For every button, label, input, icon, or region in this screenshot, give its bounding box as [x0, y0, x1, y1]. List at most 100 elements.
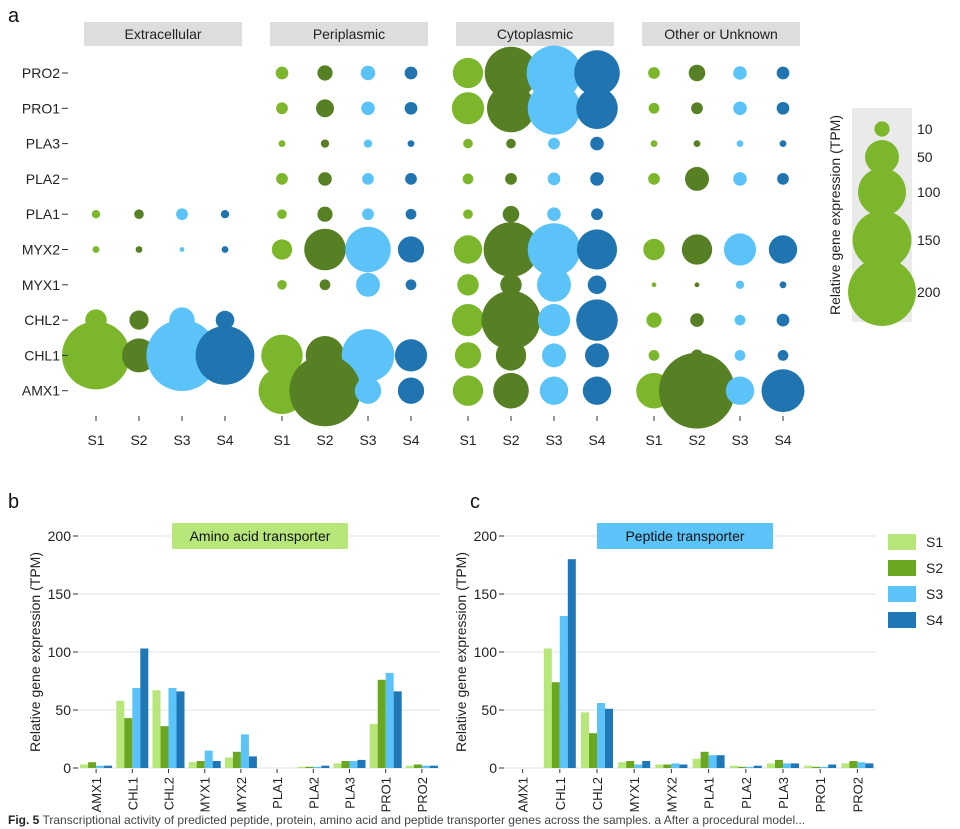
bubble-PRO2-S2 — [317, 65, 333, 81]
bubble-AMX1-S1 — [452, 375, 484, 406]
bubble-PLA2-S3 — [733, 172, 747, 186]
bubble-PLA2-S1 — [648, 173, 660, 185]
legend-swatch-S4 — [888, 612, 916, 628]
figure-caption: Fig. 5 Transcriptional activity of predi… — [0, 813, 960, 829]
bar-MYX2-S2 — [663, 764, 672, 768]
bubble-CHL1-S1 — [648, 350, 660, 361]
x-tick-label-PRO1: PRO1 — [379, 777, 394, 812]
bubble-PRO1-S1 — [648, 102, 660, 114]
bubble-PLA2-S1 — [276, 173, 288, 185]
bar-PLA3-S2 — [775, 759, 783, 768]
bar-AMX1-S4 — [104, 765, 113, 768]
bar-PLA2-S3 — [313, 766, 322, 768]
bubble-MYX1-S2 — [319, 279, 331, 291]
bar-PLA2-S1 — [297, 766, 306, 768]
bubble-AMX1-S3 — [539, 376, 569, 405]
bubble-MYX1-S1 — [651, 282, 657, 288]
bubble-CHL1-S4 — [195, 326, 255, 385]
bar-PRO1-S2 — [812, 766, 821, 768]
bubble-CHL1-S1 — [261, 334, 303, 377]
size-legend-bubble-100 — [858, 168, 906, 216]
bubble-MYX2-S3 — [345, 226, 391, 273]
bar-PLA2-S1 — [729, 765, 738, 768]
bubble-PLA3-S3 — [548, 137, 560, 150]
bubble-MYX1-S4 — [587, 275, 607, 295]
y-axis-label-b: Relative gene expression (TPM) — [27, 552, 43, 752]
bubble-CHL2-S4 — [215, 310, 235, 330]
bar-PRO1-S1 — [804, 765, 813, 768]
x-tick-label-CHL2: CHL2 — [162, 777, 177, 810]
bar-PLA2-S2 — [305, 766, 314, 768]
bar-PLA3-S4 — [357, 759, 366, 768]
x-tick-label-PLA2: PLA2 — [739, 777, 754, 809]
bubble-PRO2-S2 — [688, 64, 706, 82]
bar-MYX1-S4 — [642, 761, 651, 768]
bubble-MYX2-S4 — [221, 246, 229, 253]
bubble-CHL2-S4 — [776, 313, 790, 327]
panel-b-amino-acid-bar-chart: b 0 50 100 150 200 Relative gene expression (T… — [8, 491, 440, 812]
x-tick-label-S3: S3 — [731, 432, 748, 448]
row-label-PLA2: PLA2 — [26, 171, 60, 187]
panel-a-bubble-chart: a Extracellular S1 S2 S3 S4 Periplasmic S1 S2 S3 S… — [8, 5, 941, 448]
x-tick-label-S2: S2 — [688, 432, 705, 448]
bubble-MYX2-S2 — [681, 234, 713, 265]
bubble-MYX2-S2 — [135, 246, 143, 253]
x-tick-label-PRO2: PRO2 — [850, 777, 865, 812]
facet-strip-1 — [84, 22, 242, 46]
x-tick-label-S2: S2 — [502, 432, 519, 448]
bar-MYX1-S2 — [196, 761, 205, 768]
bar-PLA2-S2 — [737, 766, 746, 768]
legend-swatch-S1 — [888, 534, 916, 550]
bubble-PRO1-S3 — [733, 101, 747, 116]
bar-PRO2-S4 — [429, 765, 438, 768]
bubble-PLA1-S2 — [317, 206, 333, 222]
bubble-PLA1-S2 — [134, 209, 144, 219]
size-legend-bubble-200 — [848, 258, 916, 326]
bubble-PLA3-S4 — [407, 140, 415, 147]
bubble-CHL1-S3 — [734, 350, 746, 361]
bubble-PLA2-S3 — [547, 172, 561, 186]
bubble-PLA3-S4 — [590, 136, 604, 151]
bubble-CHL1-S1 — [454, 342, 482, 369]
bubble-AMX1-S4 — [397, 377, 425, 404]
panel-label-b: b — [8, 491, 19, 513]
row-label-PLA3: PLA3 — [26, 136, 60, 152]
size-legend-bubble-10 — [874, 121, 890, 137]
bubble-AMX1-S3 — [354, 377, 382, 404]
row-label-AMX1: AMX1 — [22, 383, 60, 399]
chart-title-box-c — [597, 523, 773, 549]
x-tick-label-CHL1: CHL1 — [125, 777, 140, 810]
facet-label-1: Extracellular — [124, 26, 201, 42]
bubble-PRO2-S3 — [360, 65, 376, 81]
bubble-PLA2-S4 — [590, 172, 604, 186]
row-label-CHL2: CHL2 — [24, 312, 60, 328]
bar-PRO1-S4 — [828, 764, 837, 768]
legend-swatch-S3 — [888, 586, 916, 602]
chart-title-c: Peptide transporter — [625, 528, 744, 544]
bar-PRO1-S4 — [393, 691, 402, 768]
x-tick-label-PLA3: PLA3 — [343, 777, 358, 809]
x-tick-label-MYX1: MYX1 — [627, 777, 642, 812]
bubble-PLA2-S4 — [777, 173, 789, 185]
bar-CHL2-S1 — [152, 690, 161, 768]
legend-swatch-S2 — [888, 560, 916, 576]
y-tick-label: 100 — [48, 644, 72, 660]
bar-PRO2-S2 — [413, 764, 422, 768]
x-tick-label-S1: S1 — [459, 432, 476, 448]
x-tick-label-PLA2: PLA2 — [306, 777, 321, 809]
bubble-PRO2-S1 — [275, 66, 289, 80]
caption-text: Transcriptional activity of predicted pe… — [42, 813, 806, 827]
bubble-MYX2-S3 — [527, 223, 581, 276]
bar-MYX1-S3 — [204, 750, 213, 768]
row-label-PRO2: PRO2 — [22, 65, 60, 81]
bubble-AMX1-S2 — [493, 372, 529, 409]
x-tick-label-PLA3: PLA3 — [776, 777, 791, 809]
x-tick-label-PRO1: PRO1 — [813, 777, 828, 812]
panel-label-c: c — [470, 491, 480, 513]
legend-label-S2: S2 — [926, 560, 943, 576]
bubble-PLA3-S1 — [463, 138, 473, 149]
bubble-MYX1-S4 — [779, 281, 787, 289]
bubble-PRO2-S4 — [776, 66, 790, 80]
bubble-MYX1-S3 — [537, 267, 571, 302]
